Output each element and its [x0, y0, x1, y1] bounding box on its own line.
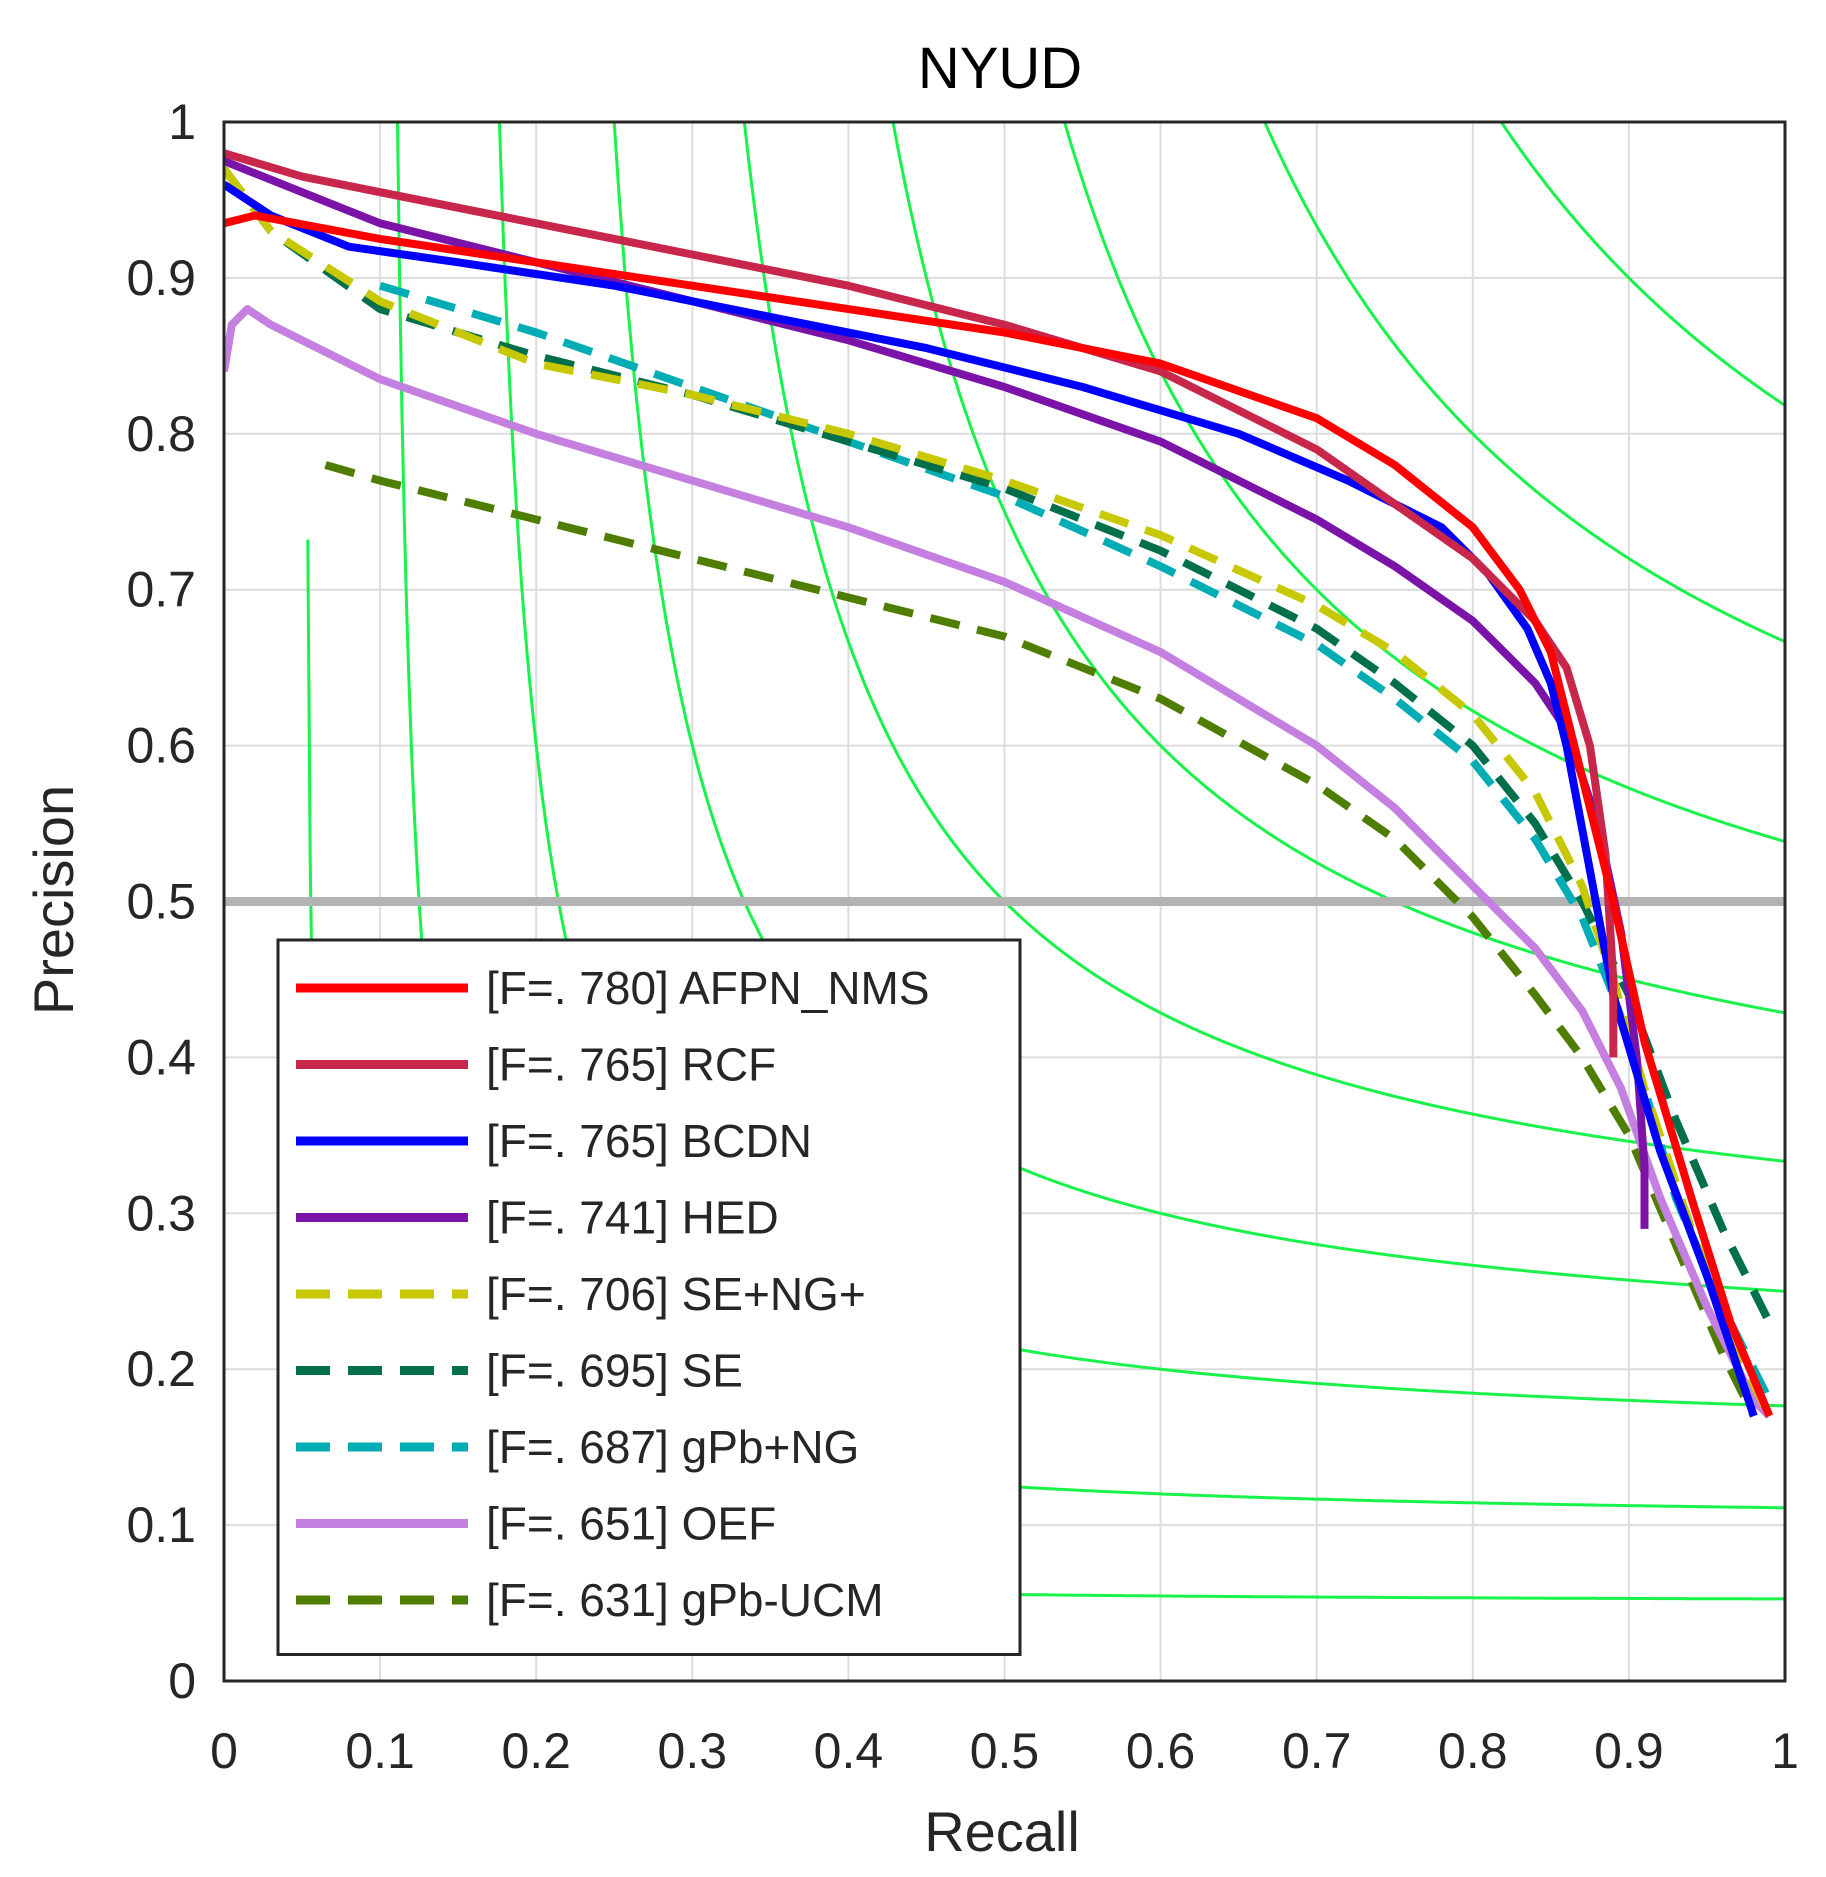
y-tick-label-3: 0.3 — [126, 1185, 196, 1241]
y-tick-label-2: 0.2 — [126, 1341, 196, 1397]
x-tick-label-2: 0.2 — [501, 1723, 571, 1779]
y-tick-label-5: 0.5 — [126, 874, 196, 930]
legend-label-se-ng: [F=. 706] SE+NG+ — [486, 1268, 866, 1320]
x-tick-label-3: 0.3 — [658, 1723, 728, 1779]
x-tick-label-10: 1 — [1771, 1723, 1799, 1779]
series-line-oef — [224, 305, 1773, 1419]
y-tick-label-7: 0.7 — [126, 562, 196, 618]
x-tick-label-5: 0.5 — [970, 1723, 1040, 1779]
y-axis-label: Precision — [22, 785, 85, 1015]
x-tick-label-0: 0 — [210, 1723, 238, 1779]
x-tick-label-4: 0.4 — [814, 1723, 884, 1779]
x-tick-label-8: 0.8 — [1438, 1723, 1508, 1779]
legend-label-hed: [F=. 741] HED — [486, 1192, 779, 1244]
y-tick-labels: 0 0.1 0.2 0.3 0.4 0.5 0.6 0.7 0.8 0.9 1 — [126, 94, 196, 1709]
legend-label-oef: [F=. 651] OEF — [486, 1498, 776, 1550]
y-tick-label-9: 0.9 — [126, 250, 196, 306]
legend-label-afpn-nms: [F=. 780] AFPN_NMS — [486, 962, 930, 1014]
y-tick-label-0: 0 — [168, 1653, 196, 1709]
y-tick-label-1: 0.1 — [126, 1497, 196, 1553]
iso-f-curve-0-8 — [1263, 122, 1785, 644]
legend-label-se: [F=. 695] SE — [486, 1345, 743, 1397]
series-line-afpn-nms — [224, 211, 1774, 1418]
y-tick-label-4: 0.4 — [126, 1029, 196, 1085]
x-tick-label-7: 0.7 — [1282, 1723, 1352, 1779]
series-line-gpb-ucm — [324, 461, 1758, 1418]
iso-f-curve-0-5 — [742, 122, 1785, 1163]
x-tick-label-1: 0.1 — [345, 1723, 415, 1779]
chart-title: NYUD — [918, 36, 1082, 101]
legend-label-bcdn: [F=. 765] BCDN — [486, 1115, 812, 1167]
legend: [F=. 780] AFPN_NMS [F=. 765] RCF [F=. 765]… — [276, 938, 1022, 1656]
legend-label-gpb-ucm: [F=. 631] gPb-UCM — [486, 1574, 884, 1626]
plot-frame — [222, 120, 1787, 1683]
y-tick-label-10: 1 — [168, 94, 196, 150]
x-tick-label-6: 0.6 — [1126, 1723, 1196, 1779]
x-tick-labels: 0 0.1 0.2 0.3 0.4 0.5 0.6 0.7 0.8 0.9 1 — [210, 1723, 1799, 1779]
legend-label-rcf: [F=. 765] RCF — [486, 1039, 776, 1091]
y-tick-label-8: 0.8 — [126, 406, 196, 462]
x-tick-label-9: 0.9 — [1594, 1723, 1664, 1779]
x-axis-label: Recall — [924, 1800, 1080, 1863]
series-line-gpb-ng — [378, 281, 1773, 1403]
legend-label-gpb-ng: [F=. 687] gPb+NG — [486, 1421, 859, 1473]
series-line-rcf — [224, 149, 1618, 1058]
y-tick-label-6: 0.6 — [126, 718, 196, 774]
iso-f-curve-0-9 — [1499, 122, 1785, 407]
series-group — [224, 149, 1774, 1419]
